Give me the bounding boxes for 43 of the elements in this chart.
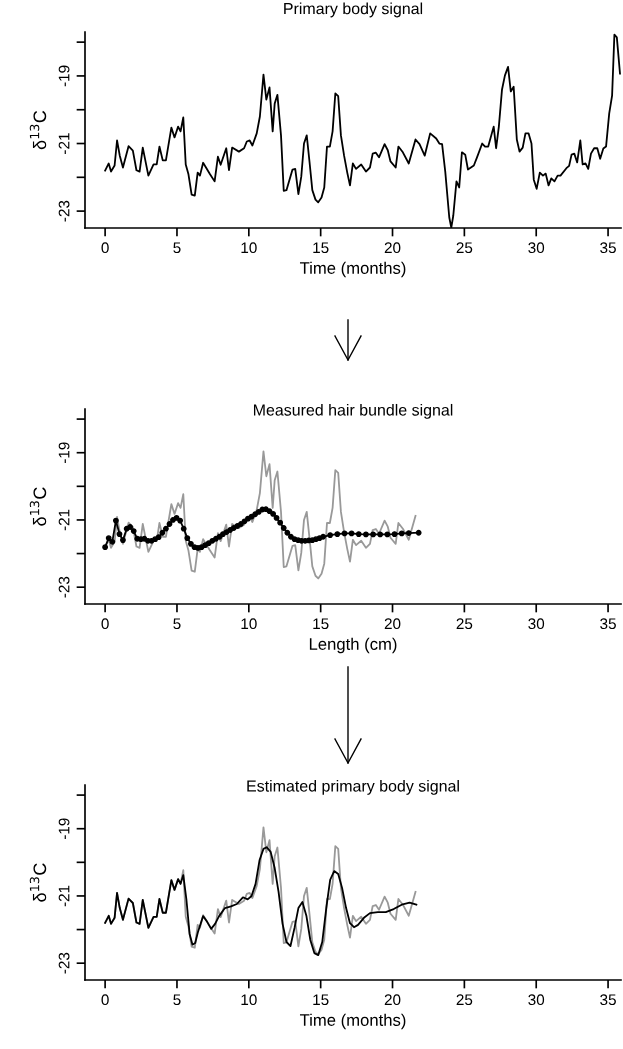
x-tick-label: 35 bbox=[600, 242, 616, 254]
line-series bbox=[104, 846, 418, 957]
y-tick-label: -23 bbox=[58, 576, 70, 598]
x-tick-label: 15 bbox=[313, 618, 329, 630]
y-tick-label: -21 bbox=[58, 509, 70, 531]
x-tick-label: 0 bbox=[101, 242, 109, 254]
x-tick-label: 5 bbox=[173, 994, 181, 1006]
y-tick-label: -23 bbox=[58, 952, 70, 974]
x-tick-label: 5 bbox=[173, 618, 181, 630]
x-axis-title: Length (cm) bbox=[309, 637, 397, 654]
x-tick-label: 0 bbox=[101, 618, 109, 630]
x-axis-title: Time (months) bbox=[299, 261, 406, 278]
chart-title: Estimated primary body signal bbox=[247, 779, 459, 795]
x-tick-label: 25 bbox=[456, 242, 473, 254]
y-tick-label: -21 bbox=[58, 133, 70, 154]
y-tick-label: -19 bbox=[58, 442, 70, 464]
y-tick-label: -19 bbox=[58, 818, 70, 840]
y-tick-label: -19 bbox=[58, 65, 70, 87]
x-tick-label: 15 bbox=[313, 242, 329, 254]
x-axis-title: Time (months) bbox=[299, 1013, 406, 1030]
chart-title: Measured hair bundle signal bbox=[253, 403, 453, 419]
x-tick-label: 35 bbox=[600, 994, 616, 1006]
x-tick-label: 20 bbox=[384, 618, 401, 630]
x-tick-label: 35 bbox=[600, 618, 616, 630]
x-tick-label: 25 bbox=[456, 994, 473, 1006]
x-tick-label: 0 bbox=[101, 994, 109, 1006]
y-axis-title: δ$^{13}$C bbox=[29, 110, 47, 150]
x-tick-label: 20 bbox=[384, 242, 401, 254]
x-tick-label: 30 bbox=[528, 242, 545, 254]
x-tick-label: 10 bbox=[241, 242, 257, 254]
x-tick-label: 25 bbox=[456, 618, 473, 630]
x-tick-label: 10 bbox=[241, 994, 257, 1006]
x-tick-label: 30 bbox=[528, 618, 545, 630]
chart-title: Primary body signal bbox=[284, 2, 423, 18]
y-tick-label: -23 bbox=[58, 200, 70, 222]
x-tick-label: 5 bbox=[173, 242, 181, 254]
y-axis-title: δ$^{13}$C bbox=[29, 487, 47, 526]
x-tick-label: 10 bbox=[241, 618, 257, 630]
x-tick-label: 20 bbox=[384, 994, 401, 1006]
x-tick-label: 15 bbox=[313, 994, 329, 1006]
y-tick-label: -21 bbox=[58, 885, 70, 907]
y-axis-title: δ$^{13}$C bbox=[29, 863, 47, 902]
x-tick-label: 30 bbox=[528, 994, 545, 1006]
